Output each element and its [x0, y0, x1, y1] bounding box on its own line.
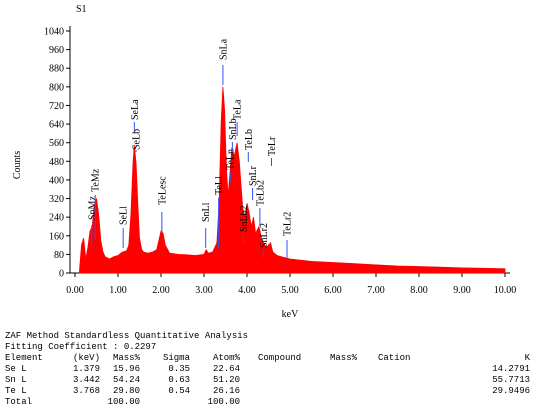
y-tick-label: 480 [49, 157, 64, 168]
table-header: Element [5, 353, 43, 363]
x-tick-label: 4.00 [238, 285, 256, 296]
y-tick-label: 560 [49, 138, 64, 149]
peak-label: SnLr2 [259, 223, 270, 248]
x-tick-label: 1.00 [109, 285, 127, 296]
y-tick-label: 400 [49, 175, 64, 186]
peak-label: TeLr2 [282, 212, 293, 236]
y-tick-label: 1040 [44, 27, 64, 38]
y-tick-label: 320 [49, 194, 64, 205]
table-cell: 3.442 [73, 375, 100, 385]
x-tick-label: 6.00 [324, 285, 342, 296]
x-tick-label: 0.00 [66, 285, 84, 296]
table-cell: 1.379 [73, 364, 100, 374]
table-header: Mass% [330, 353, 358, 363]
y-tick-label: 800 [49, 82, 64, 93]
y-tick-label: 80 [54, 250, 64, 261]
peak-label: TeLb2 [255, 180, 266, 206]
table-cell: 3.768 [73, 386, 100, 396]
peak-label: SeLb [132, 129, 143, 150]
table-header: Cation [378, 353, 410, 363]
table-cell: 55.7713 [492, 375, 530, 385]
table-header: K [525, 353, 531, 363]
peak-label: TeLn [226, 149, 237, 170]
x-tick-label: 7.00 [367, 285, 385, 296]
peak-label: TeLl [214, 176, 225, 195]
peak-label: TeLr [267, 136, 278, 156]
table-cell: 54.24 [113, 375, 140, 385]
table-cell: 0.54 [168, 386, 190, 396]
y-tick-label: 0 [59, 269, 64, 280]
x-tick-label: 3.00 [195, 285, 213, 296]
y-tick-label: 160 [49, 231, 64, 242]
y-tick-label: 880 [49, 64, 64, 75]
x-tick-label: 10.00 [494, 285, 517, 296]
report-fitting: Fitting Coefficient : 0.2297 [5, 342, 156, 352]
peak-label: TeLa [233, 99, 244, 120]
table-header: Atom% [213, 353, 241, 363]
peak-label: TeLb [244, 129, 255, 150]
peak-label: SeLl [119, 206, 130, 225]
table-header: (keV) [73, 353, 100, 363]
table-header: Mass% [113, 353, 141, 363]
table-cell: 100.00 [108, 397, 140, 407]
y-tick-label: 720 [49, 101, 64, 112]
peak-label: TeLesc [157, 176, 168, 205]
peak-label: SnLl [201, 202, 212, 222]
x-tick-label: 8.00 [410, 285, 428, 296]
table-header: Compound [258, 353, 301, 363]
table-cell: 29.9496 [492, 386, 530, 396]
table-cell: Se L [5, 364, 27, 374]
table-cell: 51.20 [213, 375, 240, 385]
x-tick-label: 9.00 [453, 285, 471, 296]
chart-title: S1 [76, 4, 87, 15]
y-tick-label: 640 [49, 120, 64, 131]
y-tick-label: 960 [49, 45, 64, 56]
report-title: ZAF Method Standardless Quantitative Ana… [5, 331, 248, 341]
table-cell: 29.80 [113, 386, 140, 396]
peak-label: TeMz [91, 168, 102, 192]
y-axis-label: Counts [12, 151, 23, 179]
table-cell: 14.2791 [492, 364, 530, 374]
table-cell: Te L [5, 386, 27, 396]
x-tick-label: 2.00 [152, 285, 170, 296]
peak-label: SeLa [130, 99, 141, 120]
peak-label: SnLb2 [239, 205, 250, 232]
table-cell: Sn L [5, 375, 27, 385]
table-cell: 0.35 [168, 364, 190, 374]
x-axis-label: keV [282, 309, 299, 320]
table-cell: 26.16 [213, 386, 240, 396]
table-header: Sigma [163, 353, 191, 363]
table-cell: 100.00 [208, 397, 240, 407]
table-cell: 22.64 [213, 364, 240, 374]
x-tick-label: 5.00 [281, 285, 299, 296]
table-cell: 15.96 [113, 364, 140, 374]
y-tick-label: 240 [49, 213, 64, 224]
peak-label: SnLr [248, 165, 259, 186]
table-cell: 0.63 [168, 375, 190, 385]
peak-label: SnMz [87, 196, 98, 220]
spectrum [78, 86, 506, 274]
table-cell: Total [5, 397, 32, 407]
peak-label: SnLa [218, 38, 229, 60]
peak-label: SnLb [228, 118, 239, 140]
